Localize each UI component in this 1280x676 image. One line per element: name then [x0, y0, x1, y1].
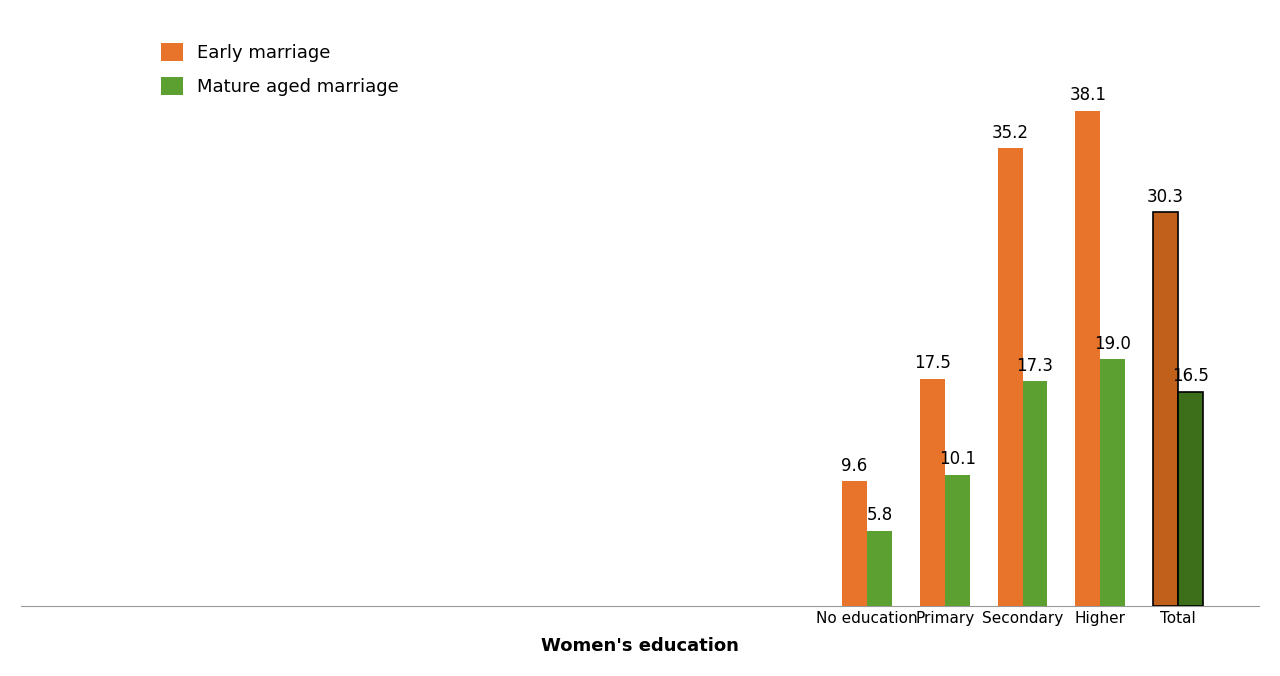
Legend: Early marriage, Mature aged marriage: Early marriage, Mature aged marriage	[154, 36, 406, 103]
Text: 10.1: 10.1	[938, 450, 975, 468]
Text: 19.0: 19.0	[1094, 335, 1132, 353]
Text: 16.5: 16.5	[1172, 367, 1208, 385]
Text: 38.1: 38.1	[1069, 86, 1106, 104]
Bar	[920, 379, 945, 606]
Text: 17.5: 17.5	[914, 354, 951, 372]
Bar	[842, 481, 867, 606]
Text: 35.2: 35.2	[992, 124, 1029, 142]
Bar	[867, 531, 892, 606]
Text: 9.6: 9.6	[841, 457, 868, 475]
Text: 30.3: 30.3	[1147, 187, 1184, 206]
Bar	[945, 475, 970, 606]
Bar	[1178, 391, 1203, 606]
Text: 5.8: 5.8	[867, 506, 892, 525]
Bar	[1101, 359, 1125, 606]
Bar	[1153, 212, 1178, 606]
Bar	[997, 148, 1023, 606]
Text: 17.3: 17.3	[1016, 357, 1053, 375]
X-axis label: Women's education: Women's education	[541, 637, 739, 655]
Bar	[1023, 381, 1047, 606]
Bar	[1075, 111, 1101, 606]
